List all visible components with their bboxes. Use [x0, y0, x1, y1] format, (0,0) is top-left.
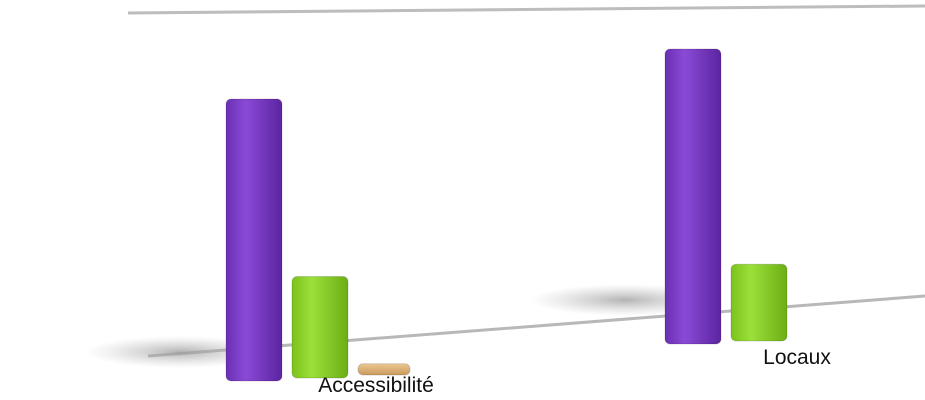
bar-series2-cat1	[291, 275, 349, 379]
bar-series1-cat1	[225, 98, 283, 382]
category-label-locaux: Locaux	[763, 346, 831, 369]
category-label-accessibilite: Accessibilité	[318, 374, 434, 397]
bar-series2-cat2	[730, 263, 788, 342]
bar-series1-cat2	[664, 48, 722, 345]
bars	[225, 48, 788, 382]
bar-shadows	[85, 284, 720, 368]
bar-series3-cat1	[357, 363, 411, 376]
top-axis-line	[127, 4, 925, 15]
